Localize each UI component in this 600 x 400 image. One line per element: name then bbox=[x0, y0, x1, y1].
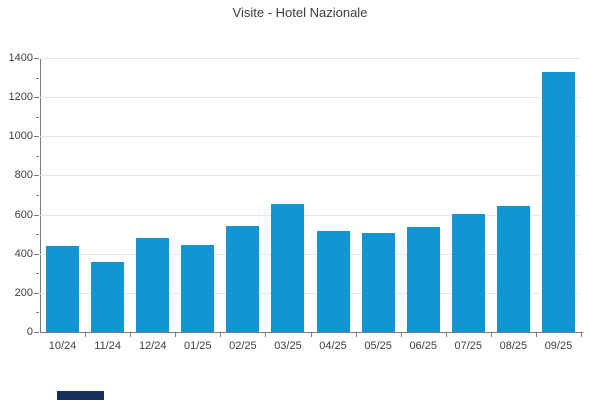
x-axis bbox=[40, 332, 583, 333]
y-axis bbox=[40, 58, 41, 333]
x-tick bbox=[310, 333, 312, 337]
x-tick-label: 03/25 bbox=[274, 340, 302, 352]
y-tick-minor bbox=[36, 234, 39, 236]
x-tick bbox=[85, 333, 87, 337]
x-tick bbox=[175, 333, 177, 337]
x-tick bbox=[265, 333, 267, 337]
bar[interactable] bbox=[361, 233, 395, 332]
bar[interactable] bbox=[46, 245, 80, 332]
y-tick-major bbox=[34, 292, 39, 294]
y-tick-major bbox=[34, 58, 39, 59]
y-tick-label: 0 bbox=[26, 326, 33, 338]
y-tick-major bbox=[34, 214, 39, 216]
x-tick-label: 01/25 bbox=[184, 340, 212, 352]
y-tick-label: 1000 bbox=[8, 130, 33, 143]
x-tick-label: 07/25 bbox=[454, 340, 483, 352]
gridline bbox=[40, 214, 581, 216]
gridline bbox=[40, 58, 581, 59]
y-tick-label: 200 bbox=[14, 286, 33, 299]
x-tick bbox=[535, 333, 537, 337]
gridline bbox=[40, 292, 581, 294]
y-tick-major bbox=[34, 136, 39, 138]
plot-area bbox=[34, 58, 582, 337]
gridline bbox=[40, 253, 581, 255]
bar[interactable] bbox=[541, 71, 575, 332]
y-tick-minor bbox=[36, 273, 39, 275]
x-tick bbox=[445, 333, 447, 337]
y-tick-label: 1200 bbox=[8, 91, 33, 104]
x-tick-label: 08/25 bbox=[499, 340, 528, 352]
x-tick bbox=[220, 333, 222, 337]
bar[interactable] bbox=[451, 213, 485, 332]
y-tick-minor bbox=[36, 312, 39, 314]
y-tick-minor bbox=[36, 195, 39, 196]
x-tick bbox=[490, 333, 492, 337]
x-tick-label: 05/25 bbox=[364, 340, 392, 352]
bar[interactable] bbox=[226, 226, 260, 332]
x-tick-label: 04/25 bbox=[319, 340, 347, 352]
y-tick-major bbox=[34, 175, 39, 177]
y-tick-major bbox=[34, 97, 39, 99]
x-tick-label: 02/25 bbox=[229, 340, 257, 352]
y-tick-major bbox=[34, 332, 39, 333]
y-tick-label: 800 bbox=[14, 169, 33, 182]
gridline bbox=[40, 136, 581, 138]
x-tick-label: 09/25 bbox=[544, 340, 573, 352]
cropped-ui-fragment bbox=[57, 391, 104, 400]
x-tick-label: 06/25 bbox=[409, 340, 437, 352]
bar[interactable] bbox=[496, 205, 530, 332]
y-tick-minor bbox=[36, 155, 39, 157]
x-tick-label: 10/24 bbox=[48, 340, 77, 352]
y-tick-major bbox=[34, 253, 39, 255]
x-tick bbox=[581, 333, 582, 337]
chart-title: Visite - Hotel Nazionale bbox=[232, 5, 368, 20]
bar[interactable] bbox=[91, 261, 125, 332]
bar[interactable] bbox=[271, 203, 305, 332]
y-tick-label: 400 bbox=[14, 247, 33, 260]
bar[interactable] bbox=[136, 238, 170, 332]
x-tick-label: 11/24 bbox=[94, 340, 121, 352]
gridline bbox=[40, 175, 581, 177]
y-tick-minor bbox=[36, 77, 39, 79]
gridline bbox=[40, 97, 581, 99]
x-tick bbox=[355, 333, 357, 337]
x-tick-label: 12/24 bbox=[138, 340, 167, 352]
x-tick bbox=[130, 333, 132, 337]
y-tick-label: 1400 bbox=[8, 52, 33, 64]
y-tick-minor bbox=[36, 116, 39, 118]
x-tick bbox=[400, 333, 402, 337]
bar[interactable] bbox=[181, 244, 215, 332]
bar[interactable] bbox=[406, 227, 440, 332]
y-tick-label: 600 bbox=[14, 208, 33, 221]
bar[interactable] bbox=[316, 231, 350, 332]
